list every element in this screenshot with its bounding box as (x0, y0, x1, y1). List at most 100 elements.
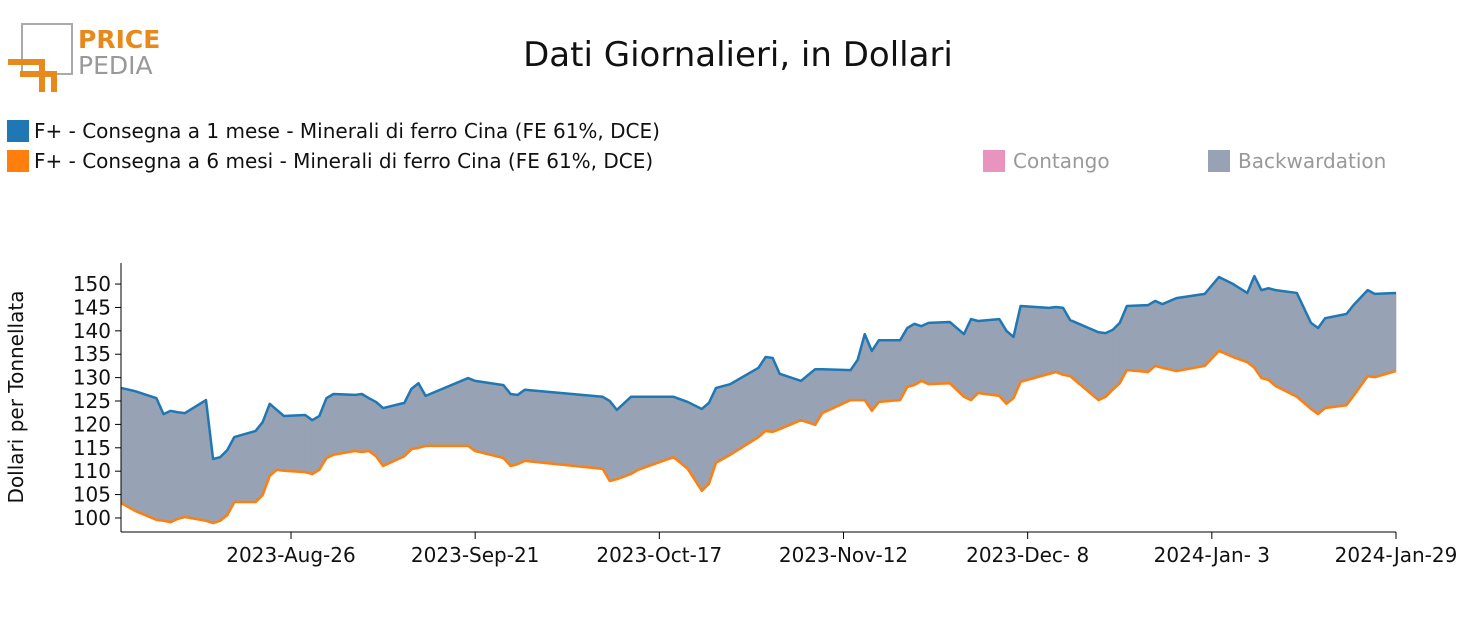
logo-text: PRICE (78, 25, 160, 54)
logo-mark (8, 59, 57, 92)
spread-area (1374, 292, 1397, 378)
spread-area (524, 389, 603, 470)
spread-area (715, 383, 731, 464)
spread-area (120, 387, 136, 512)
spread-area (1324, 313, 1347, 409)
legend-label: Contango (1013, 149, 1110, 173)
legend-label: Backwardation (1238, 149, 1386, 173)
legend-label: F+ - Consegna a 6 mesi - Minerali di fer… (34, 149, 653, 173)
spread-area (255, 421, 263, 503)
spread-area (333, 393, 356, 456)
spread-area (354, 393, 363, 453)
series-line (120, 349, 1397, 525)
spread-area (914, 323, 922, 386)
spread-area (1176, 293, 1206, 372)
legend-label: F+ - Consegna a 1 mese - Minerali di fer… (34, 119, 660, 143)
logo-text: PEDIA (78, 51, 153, 80)
spread-area (184, 399, 207, 522)
legend-swatch (7, 150, 29, 172)
series-line (120, 274, 1397, 461)
y-tick-label: 115 (73, 436, 111, 460)
chart-title: Dati Giornalieri, in Dollari (523, 35, 953, 75)
legend-swatch (1208, 150, 1230, 172)
x-tick-label: 2023-Dec- 8 (966, 543, 1089, 567)
spread-area (134, 390, 157, 521)
x-tick-label: 2024-Jan- 3 (1154, 543, 1270, 567)
spread-area (474, 380, 504, 459)
spread-area (630, 396, 639, 475)
spread-area (368, 397, 377, 457)
x-tick-label: 2024-Jan-29 (1335, 543, 1458, 567)
spread-area (1346, 304, 1354, 407)
y-tick-label: 150 (73, 272, 111, 296)
y-tick-label: 145 (73, 295, 111, 319)
spread-area (1105, 329, 1113, 398)
spread-area (609, 400, 618, 482)
spread-area (269, 403, 278, 477)
spread-area (1126, 304, 1149, 373)
spread-area (1218, 276, 1234, 358)
spread-area (304, 414, 313, 475)
spread-area (1112, 322, 1121, 391)
spread-area (928, 321, 951, 385)
x-tick-label: 2023-Oct-17 (596, 543, 722, 567)
spread-area (311, 415, 320, 475)
spread-area (878, 339, 901, 403)
spread-area (1006, 330, 1014, 405)
spread-area (1310, 322, 1319, 415)
spread-area (219, 449, 228, 522)
spread-area (906, 323, 915, 388)
spread-area (170, 410, 178, 523)
logo-frame (21, 23, 73, 75)
spread-area (276, 409, 285, 472)
spread-area (970, 318, 979, 401)
y-tick-label: 100 (73, 506, 111, 530)
spread-area (517, 389, 526, 465)
spread-area (687, 401, 703, 492)
x-tick-label: 2023-Sep-21 (411, 543, 539, 567)
spread-area (1367, 289, 1376, 378)
y-tick-label: 125 (73, 389, 111, 413)
spread-area (234, 430, 256, 503)
spread-area (1154, 300, 1163, 369)
spread-area (977, 318, 1000, 397)
spread-area (212, 456, 221, 524)
y-tick-label: 110 (73, 459, 111, 483)
y-tick-label: 135 (73, 342, 111, 366)
spread-area (765, 356, 773, 433)
spread-area (411, 382, 419, 450)
spread-area (1275, 289, 1298, 398)
spread-area (177, 411, 186, 520)
y-tick-label: 120 (73, 412, 111, 436)
spread-area (510, 393, 518, 467)
spread-area (1020, 305, 1050, 383)
x-tick-label: 2023-Nov-12 (779, 543, 908, 567)
spread-area (283, 414, 306, 473)
spread-area (1048, 306, 1057, 375)
spread-area (163, 410, 171, 523)
legend-swatch (983, 150, 1005, 172)
spread-area (999, 318, 1007, 405)
y-tick-label: 130 (73, 366, 111, 390)
spread-area (701, 402, 710, 492)
y-axis-label: Dollari per Tonnellata (4, 291, 28, 504)
spread-area (1232, 283, 1248, 363)
y-tick-label: 140 (73, 319, 111, 343)
spread-area (467, 377, 476, 452)
spread-area (1268, 287, 1276, 387)
spread-area (361, 393, 370, 453)
spread-area (1147, 300, 1156, 373)
logo: PRICE PEDIA (8, 23, 160, 92)
y-tick-label: 105 (73, 483, 111, 507)
spread-area (1317, 317, 1326, 415)
spread-area (326, 393, 334, 459)
spread-area (1098, 331, 1106, 401)
spread-area (1261, 287, 1269, 381)
x-tick-label: 2023-Aug-26 (226, 543, 355, 567)
spread-area (1055, 306, 1064, 376)
spread-area (1254, 275, 1262, 380)
legend-swatch (7, 120, 29, 142)
spread-area (503, 384, 511, 467)
spread-area (156, 398, 164, 522)
